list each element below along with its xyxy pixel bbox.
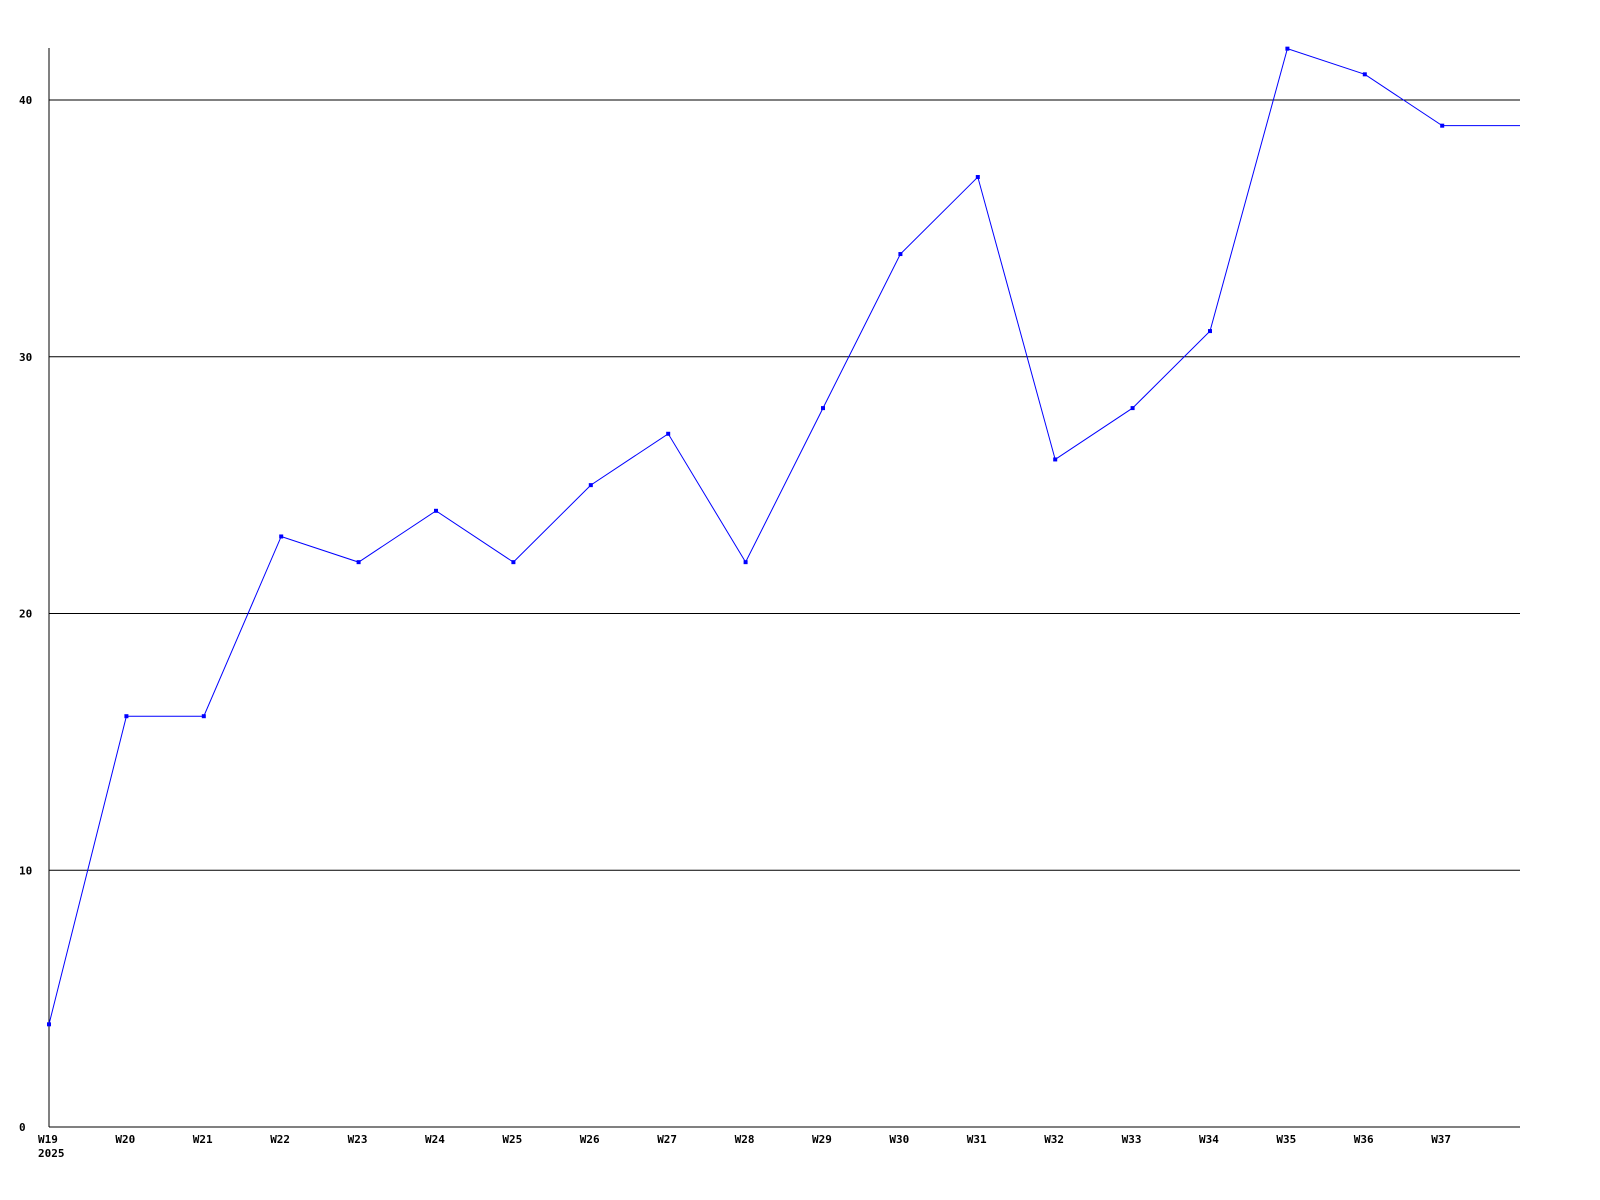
x-tick-label: W25 (502, 1133, 522, 1146)
series-line (47, 46, 1520, 1027)
data-point (1208, 329, 1212, 334)
x-tick-label: W22 (270, 1133, 290, 1146)
x-tick-label: W34 (1199, 1133, 1219, 1146)
y-tick-label: 20 (19, 608, 32, 621)
x-tick-label: W21 (193, 1133, 213, 1146)
x-tick-label: W31 (967, 1133, 987, 1146)
x-tick-label: W27 (657, 1133, 677, 1146)
data-point (1362, 72, 1367, 77)
data-point (511, 560, 516, 565)
y-tick-label: 30 (19, 351, 32, 364)
x-tick-label: W29 (812, 1133, 832, 1146)
data-point (279, 534, 284, 539)
y-tick-label: 10 (19, 864, 32, 877)
x-tick-label: W28 (735, 1133, 755, 1146)
x-tick-label: W23 (348, 1133, 368, 1146)
x-tick-label: W32 (1044, 1133, 1064, 1146)
data-point (898, 252, 903, 257)
x-tick-label: W35 (1276, 1133, 1296, 1146)
data-point (1440, 123, 1445, 128)
data-point (201, 714, 206, 719)
x-tick-label: W26 (580, 1133, 600, 1146)
series-path (48, 48, 1520, 1025)
x-tick-label: W37 (1431, 1133, 1451, 1146)
x-tick-label: W36 (1354, 1133, 1374, 1146)
gridlines (49, 99, 1520, 871)
data-point (1130, 406, 1135, 411)
y-axis: 0 10 20 30 40 (19, 94, 32, 1134)
data-point (356, 560, 361, 565)
x-axis: W19 W20 W21 W22 W23 W24 W25 W26 W27 W28 W29 W30 W31 W… (38, 1133, 1451, 1146)
x-tick-label: W33 (1122, 1133, 1142, 1146)
data-point (47, 1022, 51, 1027)
data-point (434, 508, 438, 513)
data-point (666, 431, 671, 436)
data-point (975, 175, 980, 180)
x-tick-label: W19 (38, 1133, 58, 1146)
data-point (743, 560, 748, 565)
x-tick-label: W20 (115, 1133, 135, 1146)
y-tick-label: 40 (19, 94, 32, 107)
x-tick-label: W24 (425, 1133, 445, 1146)
data-point (588, 483, 593, 488)
data-point (124, 714, 129, 719)
data-point (1053, 457, 1058, 462)
data-point (821, 406, 825, 411)
x-tick-label: W30 (889, 1133, 909, 1146)
x-axis-year-label: 2025 (38, 1147, 65, 1160)
y-tick-label: 0 (19, 1121, 26, 1134)
data-point (1285, 46, 1290, 51)
